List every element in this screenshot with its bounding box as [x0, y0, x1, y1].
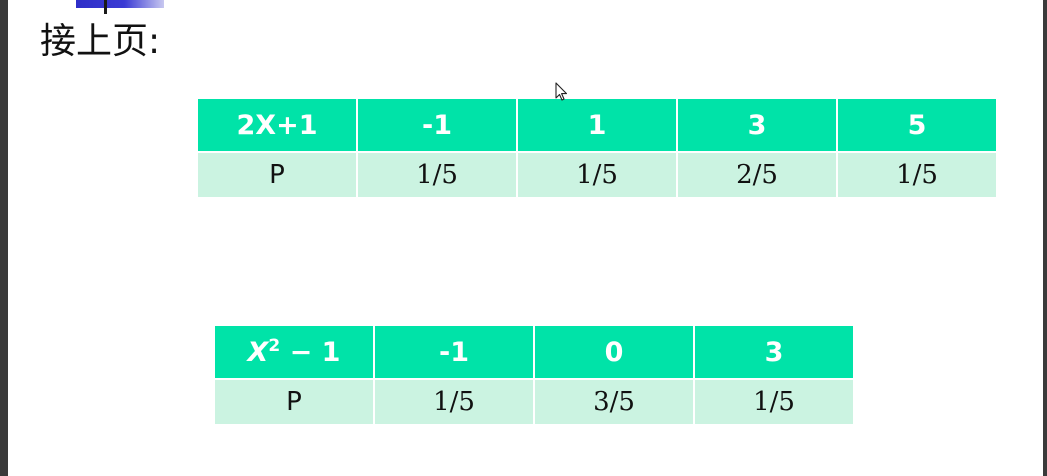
table-probability-row: P 1/5 1/5 2/5 1/5: [196, 151, 998, 199]
probability-label: P: [196, 151, 358, 199]
math-variable: X: [247, 337, 269, 368]
header-cell-value: 5: [836, 97, 998, 153]
distribution-table-x-squared-minus-1: X2 − 1 -1 0 3 P 1/5 3/5 1/5: [213, 324, 855, 426]
table-header-row: 2X+1 -1 1 3 5: [196, 97, 998, 153]
slide-accent-bar: [76, 0, 164, 8]
probability-cell: 2/5: [676, 151, 838, 199]
slide-accent-tick: [104, 0, 107, 14]
probability-cell: 1/5: [693, 378, 855, 426]
distribution-table-2x-plus-1: 2X+1 -1 1 3 5 P 1/5 1/5 2/5 1/5: [196, 97, 998, 199]
header-cell-value: 3: [693, 324, 855, 380]
page-heading: 接上页:: [40, 21, 161, 62]
probability-cell: 1/5: [836, 151, 998, 199]
header-cell-variable: X2 − 1: [213, 324, 375, 380]
probability-cell: 3/5: [533, 378, 695, 426]
probability-cell: 1/5: [356, 151, 518, 199]
probability-label: P: [213, 378, 375, 426]
left-window-edge: [0, 0, 8, 476]
mouse-pointer-icon: [555, 82, 568, 101]
math-rest: − 1: [280, 337, 341, 368]
header-cell-value: -1: [373, 324, 535, 380]
probability-cell: 1/5: [373, 378, 535, 426]
table-probability-row: P 1/5 3/5 1/5: [213, 378, 855, 426]
header-cell-value: 3: [676, 97, 838, 153]
right-window-edge: [1043, 0, 1047, 476]
probability-cell: 1/5: [516, 151, 678, 199]
header-cell-variable: 2X+1: [196, 97, 358, 153]
table-header-row: X2 − 1 -1 0 3: [213, 324, 855, 380]
header-cell-value: 0: [533, 324, 695, 380]
math-exponent: 2: [268, 336, 281, 356]
header-cell-value: 1: [516, 97, 678, 153]
header-cell-value: -1: [356, 97, 518, 153]
